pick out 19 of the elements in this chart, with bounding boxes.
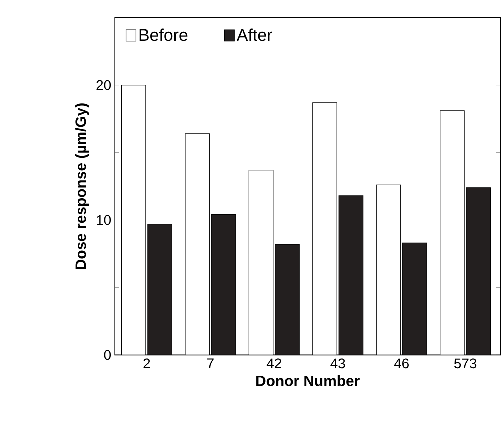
x-tick-label: 43 — [330, 358, 346, 368]
legend-label: Before — [140, 28, 188, 42]
bar — [275, 244, 300, 356]
x-tick-label: 2 — [144, 358, 150, 368]
bar — [211, 214, 236, 356]
x-axis-title: Donor Number — [256, 375, 360, 386]
y-tick-label: 10 — [97, 215, 112, 226]
y-axis-title: Dose response (µm/Gy) — [75, 104, 90, 269]
y-tick-label: 20 — [96, 80, 112, 90]
bar — [148, 224, 172, 356]
x-tick-label: 573 — [454, 358, 477, 368]
x-tick-label: 7 — [208, 358, 214, 368]
x-tick-label: 42 — [266, 358, 282, 368]
legend-label: After — [236, 28, 272, 42]
bar — [338, 196, 364, 356]
bar — [466, 187, 492, 356]
bar — [402, 242, 428, 356]
x-tick-label: 46 — [394, 358, 409, 368]
y-tick-label: 0 — [104, 350, 112, 360]
